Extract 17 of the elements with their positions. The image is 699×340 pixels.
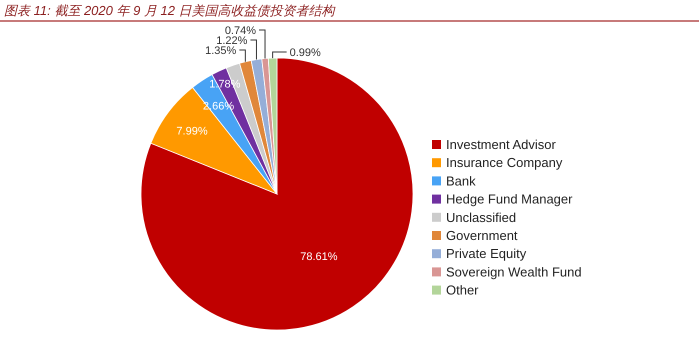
data-label: 1.22% bbox=[216, 35, 248, 47]
legend-label: Government bbox=[446, 228, 518, 243]
data-label: 1.78% bbox=[209, 78, 241, 90]
data-label: 78.61% bbox=[300, 250, 338, 263]
legend-label: Unclassified bbox=[446, 210, 516, 225]
legend-label: Private Equity bbox=[446, 246, 527, 262]
data-label: 7.99% bbox=[176, 126, 208, 138]
data-label: 0.74% bbox=[224, 25, 256, 37]
legend-label: Investment Advisor bbox=[446, 137, 556, 152]
legend-label: Sovereign Wealth Fund bbox=[446, 264, 582, 280]
data-label: 1.35% bbox=[205, 45, 237, 57]
legend-label: Other bbox=[446, 282, 480, 298]
chart-title: 图表 11: 截至 2020 年 9 月 12 日美国高收益债投资者结构 bbox=[4, 3, 337, 18]
legend-label: Insurance Company bbox=[446, 155, 563, 170]
data-label: 0.99% bbox=[290, 47, 322, 59]
legend-label: Bank bbox=[446, 173, 476, 188]
legend-label: Hedge Fund Manager bbox=[446, 192, 574, 207]
